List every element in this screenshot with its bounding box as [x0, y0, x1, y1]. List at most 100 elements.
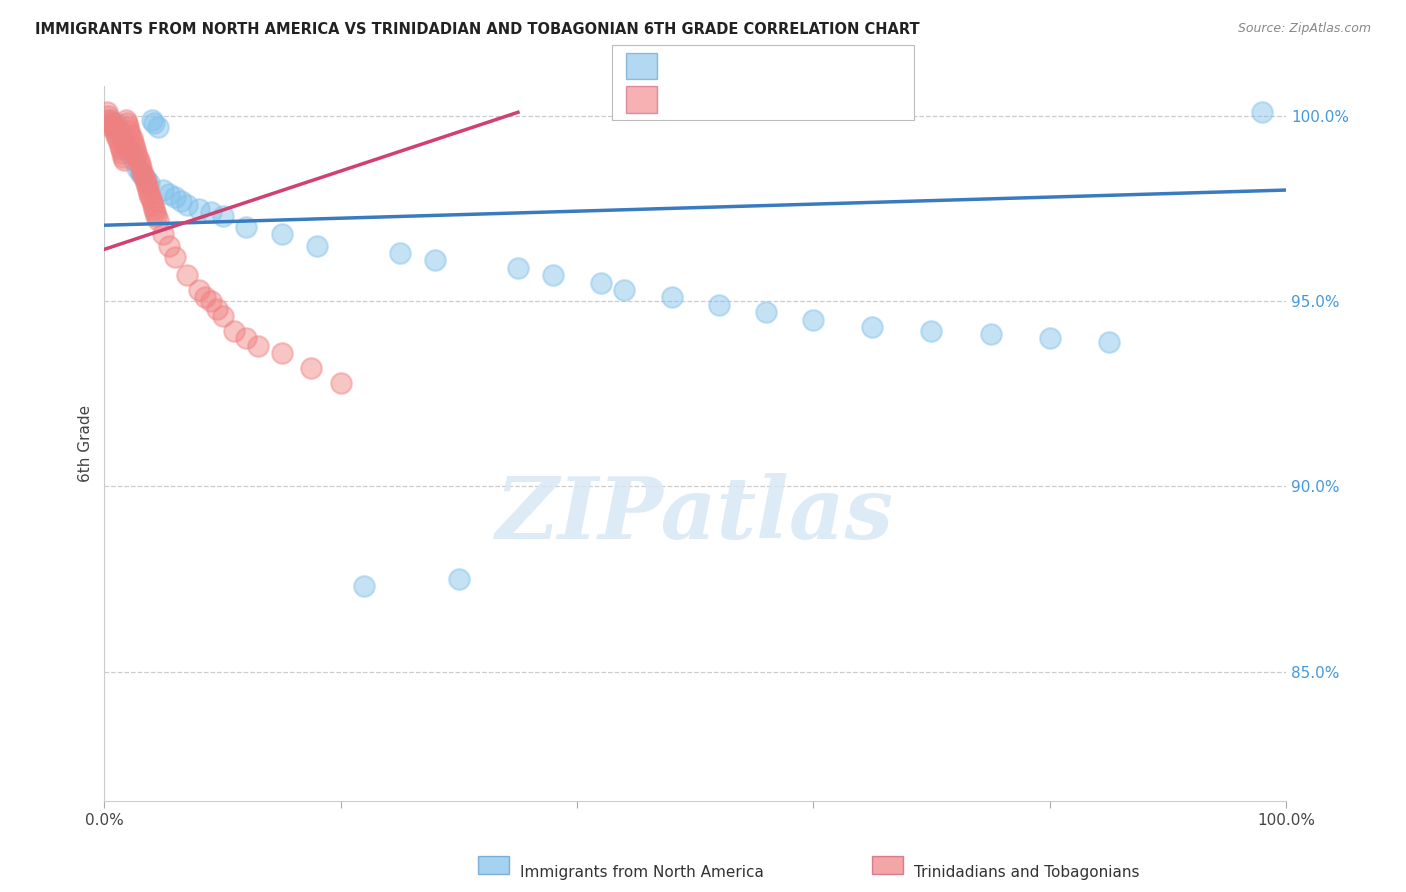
Point — [152, 227, 174, 242]
Text: Immigrants from North America: Immigrants from North America — [520, 865, 763, 880]
Point — [1098, 334, 1121, 349]
Point — [132, 168, 155, 182]
Point — [135, 176, 157, 190]
Point — [98, 112, 121, 127]
Point — [165, 190, 187, 204]
Point — [128, 153, 150, 168]
Point — [224, 324, 246, 338]
Point — [120, 146, 142, 161]
Point — [187, 202, 209, 216]
Point — [96, 105, 118, 120]
Point — [152, 183, 174, 197]
Point — [122, 153, 145, 168]
Point — [135, 179, 157, 194]
Point — [176, 268, 198, 283]
Point — [165, 250, 187, 264]
Point — [661, 290, 683, 304]
Point — [613, 283, 636, 297]
Point — [120, 128, 142, 142]
Point — [114, 153, 136, 168]
Point — [211, 209, 233, 223]
Point — [114, 112, 136, 127]
Text: ZIPatlas: ZIPatlas — [496, 474, 894, 557]
Point — [157, 186, 180, 201]
Point — [270, 227, 292, 242]
Point — [104, 124, 127, 138]
Point — [755, 305, 778, 319]
Point — [108, 138, 131, 153]
Point — [111, 146, 134, 161]
Point — [707, 298, 730, 312]
Point — [105, 128, 128, 142]
Point — [143, 116, 166, 130]
Point — [299, 360, 322, 375]
Point — [307, 238, 329, 252]
Point — [117, 142, 139, 156]
Point — [246, 338, 269, 352]
Point — [138, 186, 160, 201]
Point — [117, 120, 139, 134]
Point — [447, 572, 470, 586]
Point — [388, 246, 411, 260]
Point — [103, 120, 125, 134]
Point — [111, 131, 134, 145]
Point — [194, 290, 217, 304]
Point — [107, 135, 129, 149]
Point — [187, 283, 209, 297]
Point — [270, 346, 292, 360]
Point — [138, 176, 160, 190]
Text: R = 0.245   N = 46: R = 0.245 N = 46 — [668, 54, 825, 71]
Point — [200, 205, 222, 219]
Point — [146, 120, 169, 134]
Point — [235, 331, 257, 345]
Point — [129, 161, 152, 175]
Point — [1251, 105, 1274, 120]
Text: R = 0.402   N = 59: R = 0.402 N = 59 — [668, 84, 825, 102]
Point — [121, 135, 143, 149]
Point — [125, 146, 148, 161]
Point — [205, 301, 228, 316]
Point — [98, 112, 121, 127]
Point — [176, 198, 198, 212]
Point — [97, 109, 120, 123]
Point — [135, 172, 157, 186]
Point — [98, 116, 121, 130]
Point — [801, 312, 824, 326]
Point — [139, 190, 162, 204]
Point — [211, 309, 233, 323]
Y-axis label: 6th Grade: 6th Grade — [79, 405, 93, 483]
Point — [170, 194, 193, 209]
Point — [980, 327, 1002, 342]
Point — [134, 172, 156, 186]
Point — [122, 138, 145, 153]
Point — [101, 116, 124, 130]
Point — [200, 294, 222, 309]
Point — [103, 120, 125, 134]
Point — [121, 131, 143, 145]
Point — [124, 142, 146, 156]
Point — [329, 376, 352, 390]
Text: Source: ZipAtlas.com: Source: ZipAtlas.com — [1237, 22, 1371, 36]
Text: Trinidadians and Tobagonians: Trinidadians and Tobagonians — [914, 865, 1139, 880]
Point — [589, 276, 612, 290]
Point — [127, 161, 149, 175]
Point — [136, 183, 159, 197]
Point — [105, 131, 128, 145]
Point — [145, 209, 167, 223]
Point — [128, 157, 150, 171]
Point — [141, 194, 163, 209]
Point — [118, 124, 141, 138]
Point — [131, 168, 153, 182]
Point — [107, 124, 129, 138]
Point — [141, 112, 163, 127]
Point — [142, 198, 165, 212]
Point — [127, 150, 149, 164]
Point — [114, 138, 136, 153]
Point — [425, 253, 447, 268]
Point — [157, 238, 180, 252]
Point — [146, 212, 169, 227]
Point — [110, 142, 132, 156]
Point — [353, 579, 375, 593]
Point — [112, 150, 135, 164]
Point — [506, 260, 529, 275]
